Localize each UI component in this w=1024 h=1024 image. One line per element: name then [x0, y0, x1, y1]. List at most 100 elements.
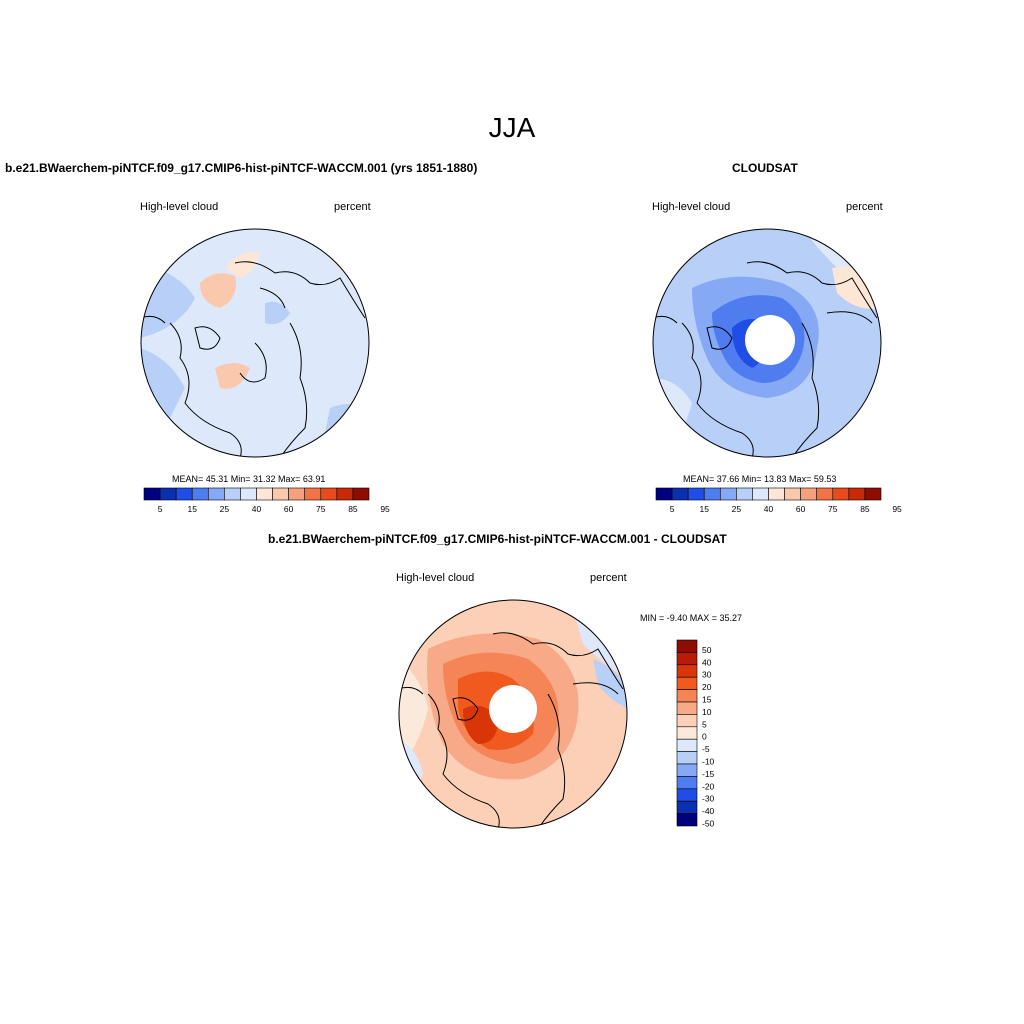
colorbar-tick-label: -5	[702, 744, 710, 754]
obs-colorbar: 5 15 25 40 60 75 85 95	[655, 487, 902, 514]
colorbar-swatch	[676, 726, 698, 740]
colorbar-tick-label: 20	[702, 682, 712, 692]
missing-data-hole	[745, 315, 795, 365]
colorbar-swatch	[676, 714, 698, 728]
colorbar-swatch	[256, 487, 273, 501]
colorbar-tick-label: 25	[220, 504, 230, 514]
colorbar-swatch	[272, 487, 289, 501]
contour-band-negative	[593, 659, 627, 709]
colorbar-swatch	[175, 487, 193, 501]
colorbar-swatch	[191, 487, 209, 501]
colorbar-swatch	[676, 763, 698, 777]
map-boundary	[140, 228, 370, 458]
colorbar-swatch	[676, 652, 698, 666]
colorbar-swatch	[676, 701, 698, 715]
colorbar-tick-label: 15	[702, 695, 712, 705]
colorbar-swatch	[304, 487, 322, 501]
coastlines	[141, 261, 366, 457]
colorbar-tick-label: 95	[380, 504, 390, 514]
colorbar-swatch	[719, 487, 737, 501]
figure-title: JJA	[488, 112, 536, 143]
contour-band-low	[265, 301, 290, 325]
colorbar-swatch	[816, 487, 834, 501]
colorbar-swatch	[784, 487, 801, 501]
colorbar-tick-label: 15	[699, 504, 709, 514]
colorbar-swatch	[224, 487, 241, 501]
colorbar-swatch	[676, 676, 698, 690]
colorbar-swatch	[655, 487, 673, 501]
coastlines	[399, 632, 624, 828]
colorbar-swatch	[848, 487, 866, 501]
contour-band-high	[225, 252, 260, 278]
colorbar-tick-label: 5	[158, 504, 163, 514]
colorbar-tick-label: 15	[187, 504, 197, 514]
model-stats: MEAN= 45.31 Min= 31.32 Max= 63.91	[172, 474, 326, 484]
colorbar-swatch	[676, 776, 698, 790]
colorbar-swatch	[676, 800, 698, 814]
contour-band-high	[200, 273, 236, 308]
colorbar-swatch	[143, 487, 161, 501]
colorbar-tick-label: 30	[702, 670, 712, 680]
colorbar-tick-label: -15	[702, 769, 715, 779]
map-boundary	[652, 228, 882, 458]
colorbar-swatch	[703, 487, 721, 501]
obs-polar-map	[652, 228, 882, 458]
colorbar-tick-label: -10	[702, 757, 715, 767]
colorbar-swatch	[676, 664, 698, 678]
colorbar-tick-label: 60	[284, 504, 294, 514]
colorbar-tick-label: -50	[702, 819, 715, 829]
colorbar-tick-label: 0	[702, 732, 707, 742]
colorbar-tick-label: 5	[670, 504, 675, 514]
colorbar-swatch	[687, 487, 705, 501]
obs-case-title: CLOUDSAT	[732, 161, 798, 175]
missing-data-hole	[489, 685, 537, 733]
map-boundary	[398, 599, 628, 829]
model-variable-label: High-level cloud	[140, 201, 219, 213]
colorbar-swatch	[800, 487, 818, 501]
colorbar-tick-label: 50	[702, 645, 712, 655]
colorbar-swatch	[671, 487, 689, 501]
colorbar-swatch	[752, 487, 769, 501]
colorbar-tick-label: -40	[702, 806, 715, 816]
model-colorbar: 5 15 25 40 60 75 85 95	[143, 487, 390, 514]
colorbar-swatch	[676, 751, 698, 765]
colorbar-tick-label: -20	[702, 781, 715, 791]
obs-stats: MEAN= 37.66 Min= 13.83 Max= 59.53	[683, 474, 837, 484]
contour-band-high	[215, 363, 250, 389]
colorbar-swatch	[676, 788, 698, 802]
colorbar-tick-label: 60	[796, 504, 806, 514]
diff-units-label: percent	[590, 572, 627, 584]
colorbar-swatch	[768, 487, 785, 501]
colorbar-tick-label: 75	[828, 504, 838, 514]
contour-band	[399, 659, 428, 769]
colorbar-swatch	[207, 487, 225, 501]
colorbar-swatch	[832, 487, 850, 501]
colorbar-tick-label: 75	[316, 504, 326, 514]
colorbar-swatch	[352, 487, 370, 501]
colorbar-swatch	[159, 487, 177, 501]
colorbar-tick-label: -30	[702, 794, 715, 804]
colorbar-swatch	[676, 738, 698, 752]
colorbar-tick-label: 85	[348, 504, 358, 514]
colorbar-swatch	[320, 487, 338, 501]
model-polar-map	[140, 228, 370, 458]
model-units-label: percent	[334, 201, 371, 213]
obs-units-label: percent	[846, 201, 883, 213]
colorbar-swatch	[336, 487, 354, 501]
colorbar-tick-label: 40	[252, 504, 262, 514]
diff-case-title: b.e21.BWaerchem-piNTCF.f09_g17.CMIP6-his…	[268, 532, 727, 546]
colorbar-tick-label: 95	[892, 504, 902, 514]
colorbar-tick-label: 5	[702, 719, 707, 729]
colorbar-swatch	[240, 487, 257, 501]
colorbar-tick-label: 10	[702, 707, 712, 717]
colorbar-swatch	[736, 487, 753, 501]
colorbar-swatch	[676, 813, 698, 827]
colorbar-swatch	[676, 689, 698, 703]
diff-stats: MIN = -9.40 MAX = 35.27	[640, 613, 743, 623]
colorbar-tick-label: 85	[860, 504, 870, 514]
colorbar-swatch	[676, 639, 698, 653]
model-case-title: b.e21.BWaerchem-piNTCF.f09_g17.CMIP6-his…	[5, 161, 478, 175]
colorbar-swatch	[288, 487, 306, 501]
obs-variable-label: High-level cloud	[652, 201, 731, 213]
